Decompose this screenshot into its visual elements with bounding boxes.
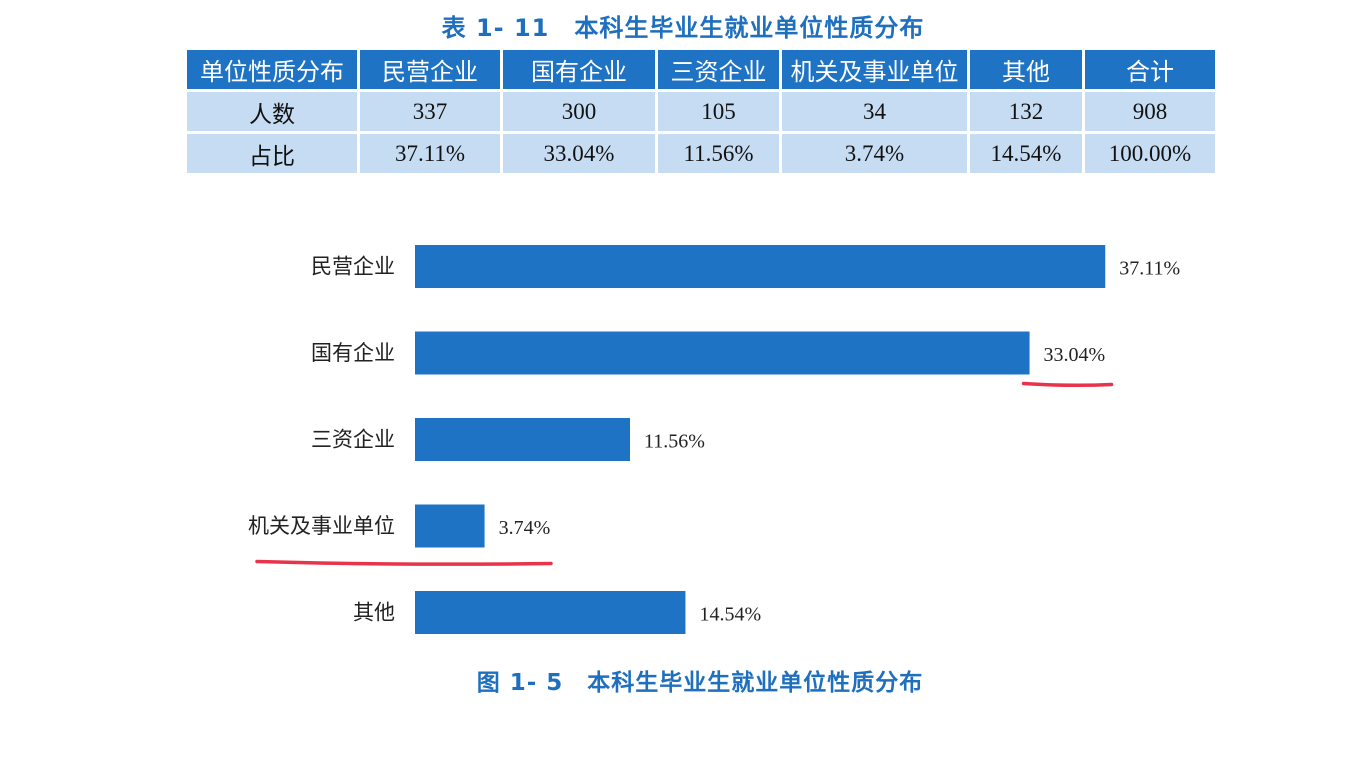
category-label: 机关及事业单位 [248,514,395,538]
table-cell: 3.74% [782,134,967,173]
underline-annotation [1021,381,1114,388]
table-cell: 105 [658,92,779,131]
figure-caption: 图 1- 5 本科生毕业生就业单位性质分布 [476,670,924,696]
table-cell: 100.00% [1085,134,1215,173]
table-header-row: 单位性质分布 民营企业 国有企业 三资企业 机关及事业单位 其他 合计 [187,50,1215,89]
header-cell: 国有企业 [503,50,655,89]
table-cell: 11.56% [658,134,779,173]
table-cell: 300 [503,92,655,131]
header-cell: 机关及事业单位 [782,50,967,89]
table-row: 占比 37.11% 33.04% 11.56% 3.74% 14.54% 100… [187,134,1215,173]
header-cell: 民营企业 [360,50,500,89]
bar-1 [415,331,1030,375]
row-label: 占比 [187,134,357,173]
header-cell: 其他 [970,50,1082,89]
row-label: 人数 [187,92,357,131]
value-label: 3.74% [499,517,551,539]
table-title: 表 1- 11 本科生毕业生就业单位性质分布 [441,14,925,42]
table-cell: 37.11% [360,134,500,173]
bar-0 [415,245,1106,288]
header-cell: 三资企业 [658,50,779,89]
category-label: 三资企业 [311,428,395,452]
table-cell: 34 [782,92,967,131]
table-row: 人数 337 300 105 34 132 908 [187,92,1215,131]
table-cell: 337 [360,92,500,131]
value-label: 33.04% [1044,344,1106,366]
category-label: 民营企业 [311,255,395,279]
bar-2 [415,418,631,461]
underline-annotation [255,559,553,566]
category-label: 国有企业 [311,341,395,365]
header-cell: 合计 [1085,50,1215,89]
bar-3 [415,504,485,548]
table-cell: 14.54% [970,134,1082,173]
employment-table: 单位性质分布 民营企业 国有企业 三资企业 机关及事业单位 其他 合计 人数 3… [184,47,1218,176]
table-cell: 132 [970,92,1082,131]
value-label: 37.11% [1119,258,1180,280]
table-cell: 908 [1085,92,1215,131]
category-label: 其他 [353,601,395,625]
value-label: 14.54% [699,604,761,626]
bar-4 [415,591,686,634]
header-cell: 单位性质分布 [187,50,357,89]
table-cell: 33.04% [503,134,655,173]
value-label: 11.56% [644,431,705,453]
